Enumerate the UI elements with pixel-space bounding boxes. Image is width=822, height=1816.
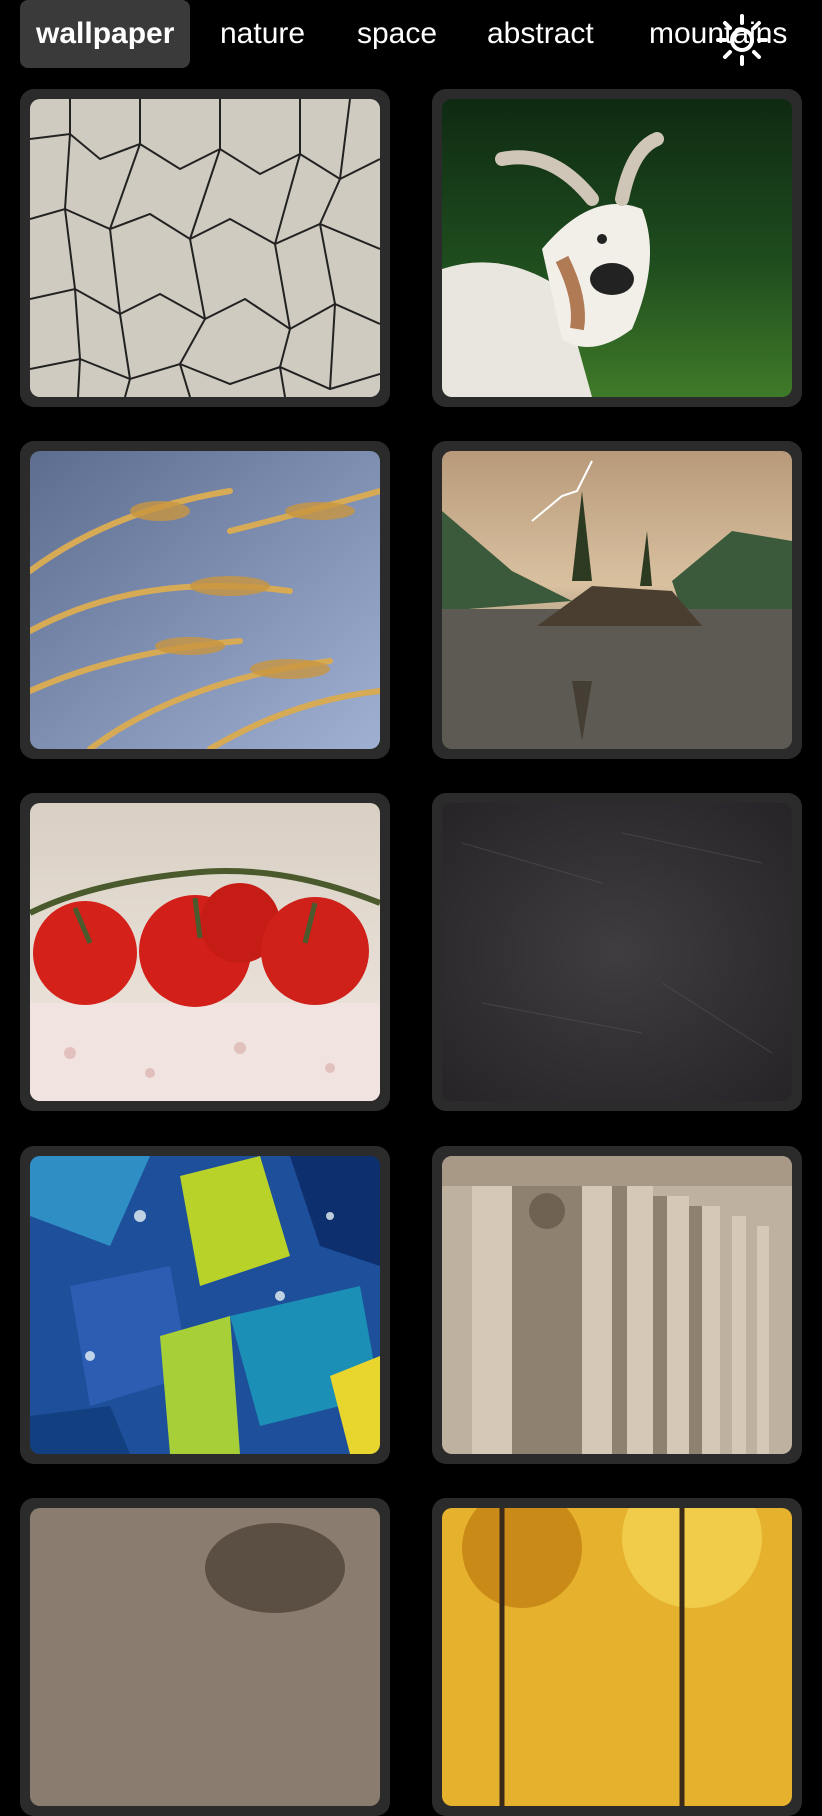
tab-abstract[interactable]: abstract [487, 17, 594, 50]
tab-mountains[interactable]: mountains [649, 17, 788, 50]
wallpaper-thumbnail [442, 99, 792, 397]
wallpaper-thumbnail [30, 1508, 380, 1806]
wallpaper-card-colonnade[interactable] [432, 1146, 802, 1464]
wallpaper-thumbnail [442, 803, 792, 1101]
wallpaper-card-wheat[interactable] [20, 441, 390, 759]
wallpaper-thumbnail [442, 1508, 792, 1806]
tab-wallpaper[interactable]: wallpaper [20, 0, 191, 68]
theme-toggle-button[interactable] [716, 14, 768, 66]
wallpaper-thumbnail [442, 451, 792, 749]
sun-icon [716, 14, 768, 66]
category-tab-bar: wallpaper nature space abstract mountain… [0, 0, 822, 70]
wallpaper-card-tomatoes[interactable] [20, 793, 390, 1111]
wallpaper-card-cracked-earth[interactable] [20, 89, 390, 407]
tab-nature[interactable]: nature [220, 17, 306, 50]
wallpaper-thumbnail [30, 803, 380, 1101]
wallpaper-thumbnail [30, 1156, 380, 1454]
wallpaper-thumbnail [30, 99, 380, 397]
wallpaper-card-goat[interactable] [432, 89, 802, 407]
wallpaper-card-autumn-forest[interactable] [432, 1498, 802, 1816]
wallpaper-grid [20, 89, 802, 1816]
wallpaper-thumbnail [442, 1156, 792, 1454]
wallpaper-card-chalkboard[interactable] [432, 793, 802, 1111]
wallpaper-card-animal[interactable] [20, 1498, 390, 1816]
wallpaper-thumbnail [30, 451, 380, 749]
wallpaper-card-abstract-paint[interactable] [20, 1146, 390, 1464]
tab-space[interactable]: space [357, 17, 438, 50]
wallpaper-card-lake-lightning[interactable] [432, 441, 802, 759]
